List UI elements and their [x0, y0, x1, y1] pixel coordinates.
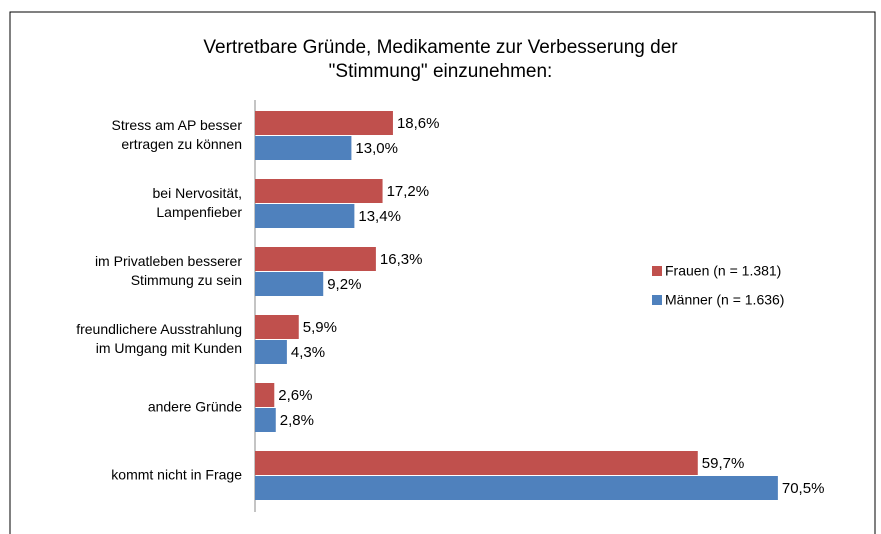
bar: [255, 340, 287, 364]
value-label: 2,8%: [280, 412, 314, 429]
category-label: andere Gründe: [147, 398, 242, 415]
category-label: im Privatleben besserer Stimmung zu sein: [94, 253, 242, 288]
bar: [255, 111, 393, 135]
bar: [255, 383, 275, 407]
chart-title: Vertretbare Gründe, Medikamente zur Verb…: [203, 37, 678, 82]
bar: [255, 476, 778, 500]
value-label: 17,2%: [387, 183, 430, 200]
bar: [255, 315, 299, 339]
legend-swatch: [652, 295, 662, 305]
category-label: kommt nicht in Frage: [111, 466, 242, 483]
bar: [255, 272, 324, 296]
bar: [255, 136, 352, 160]
bar: [255, 247, 376, 271]
value-label: 18,6%: [397, 115, 440, 132]
value-label: 4,3%: [291, 344, 325, 361]
legend-swatch: [652, 266, 662, 276]
bar: [255, 408, 276, 432]
legend-label: Männer (n = 1.636): [665, 292, 784, 308]
bar: [255, 451, 698, 475]
value-label: 5,9%: [303, 319, 337, 336]
bar: [255, 204, 355, 228]
category-label: Stress am AP besser ertragen zu können: [111, 117, 242, 152]
value-label: 2,6%: [278, 387, 312, 404]
value-label: 16,3%: [380, 251, 423, 268]
value-label: 59,7%: [702, 455, 745, 472]
category-label: bei Nervosität, Lampenfieber: [152, 185, 242, 220]
value-label: 9,2%: [327, 276, 361, 293]
category-label: freundlichere Ausstrahlung im Umgang mit…: [76, 321, 242, 356]
legend-label: Frauen (n = 1.381): [665, 263, 781, 279]
value-label: 13,4%: [358, 208, 401, 225]
frame: [9, 11, 876, 534]
bar: [255, 179, 383, 203]
value-label: 13,0%: [355, 140, 398, 157]
value-label: 70,5%: [782, 480, 825, 497]
